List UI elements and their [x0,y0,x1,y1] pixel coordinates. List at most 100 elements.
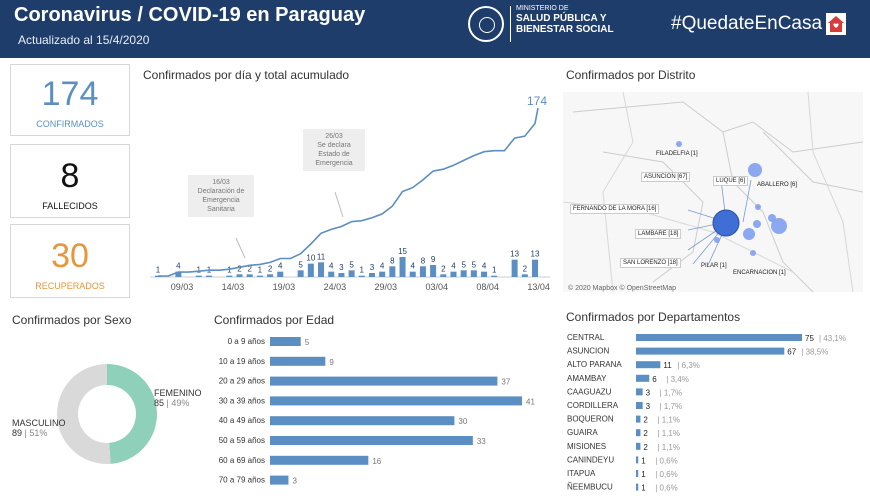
daily-bar [358,275,365,277]
daily-bar-label: 2 [237,264,242,273]
sex-chart-title: Confirmados por Sexo [12,313,132,327]
dept-bar-value: 2 [643,416,648,425]
daily-bar [440,274,447,277]
dept-bar [636,347,785,355]
ministry-line-2: SALUD PÚBLICA Y [516,13,607,24]
age-bar [270,376,498,386]
daily-x-tick-label: 09/03 [171,282,194,292]
daily-bar [318,262,325,277]
dept-chart-title: Confirmados por Departamentos [566,310,741,324]
sex-male-legend: MASCULINO 89 | 51% [12,418,66,438]
dept-bar-percent: | 1,7% [660,388,683,397]
age-category-label: 60 a 69 años [219,456,265,465]
age-category-label: 50 a 59 años [219,436,265,445]
header-divider [510,6,511,42]
annotation-estado-emergencia: 26/03 Se declara Estado de Emergencia [303,129,365,171]
daily-bar-label: 8 [421,256,426,265]
dept-category-label: ITAPUA [567,469,596,478]
daily-bar-label: 4 [380,262,385,271]
daily-bar-label: 3 [339,263,344,272]
age-bar [270,396,522,406]
sex-female-label: FEMENINO [154,388,202,398]
age-bar-chart[interactable]: 0 a 9 años 5 10 a 19 años 9 20 a 29 años 37 30… [205,332,550,492]
district-map-title: Confirmados por Distrito [566,68,696,82]
page-title: Coronavirus / COVID-19 en Paraguay [14,4,366,26]
daily-bar [481,271,488,277]
daily-bar [256,275,263,277]
age-category-label: 70 a 79 años [219,476,265,485]
map-base [563,92,863,292]
dept-bar [636,388,643,396]
map-label-asuncion: ASUNCION [67] [641,172,691,182]
daily-bar-label: 2 [441,264,446,273]
daily-bar-label: 4 [329,262,334,271]
dept-bar-percent: | 6,3% [677,361,700,370]
daily-bar [226,275,233,277]
map-label-filadelfia: FILADELFIA [1] [656,151,698,157]
daily-bar-label: 2 [247,264,252,273]
daily-bar [419,266,426,277]
map-label-encarnacion: ENCARNACION [1] [733,270,786,276]
daily-bar [328,271,335,277]
daily-bar-label: 1 [258,266,263,275]
dept-bar [636,374,650,382]
dept-bar-value: 75 [805,334,814,343]
kpi-confirmed-card[interactable]: 174 CONFIRMADOS [10,64,130,136]
daily-bar-label: 8 [390,256,395,265]
daily-bar-label: 4 [411,262,416,271]
sex-donut-chart[interactable] [55,362,159,466]
daily-bar-label: 13 [510,250,519,259]
cumulative-total-label: 174 [527,94,547,108]
daily-bar [379,271,386,277]
dept-bar [636,483,639,491]
daily-bar [246,274,253,277]
dept-bar-value: 3 [646,402,651,411]
daily-bar [348,270,355,277]
daily-bar-label: 3 [370,263,375,272]
kpi-recovered-card[interactable]: 30 RECUPERADOS [10,224,130,298]
ministry-line-3: BIENESTAR SOCIAL [516,24,614,35]
ministry-name: MINISTERIO DE SALUD PÚBLICA Y BIENESTAR … [516,4,614,35]
dept-bar-percent: | 0,6% [655,456,678,465]
daily-bar-label: 1 [492,266,497,275]
map-label-lambare: LAMBARE [18] [635,229,682,239]
dept-bar [636,429,641,437]
dept-bar-percent: | 0,6% [655,484,678,493]
dept-bar-value: 11 [663,361,672,370]
sex-male-label: MASCULINO [12,418,66,428]
dept-bar-percent: | 1,1% [657,429,680,438]
department-bar-chart[interactable]: CENTRAL 75 | 43,1% ASUNCION 67 | 38,5% ALTO PA… [565,330,865,496]
age-bar-value: 41 [526,397,535,406]
age-bar [270,416,455,426]
daily-bar-label: 1 [156,266,161,275]
dept-category-label: BOQUERON [567,415,614,424]
age-bar-value: 33 [477,437,486,446]
age-bar-value: 30 [458,417,467,426]
dept-bar [636,361,661,369]
dept-bar [636,334,802,341]
dept-bar-percent: | 1,1% [657,416,680,425]
age-category-label: 40 a 49 años [219,416,265,425]
map-label-fernando-de-la-mora: FERNANDO DE LA MORA [16] [570,204,660,214]
kpi-deaths-value: 8 [60,157,80,195]
district-map[interactable]: FILADELFIA [1] ASUNCION [67] LUQUE [6] A… [563,92,863,292]
age-bar-value: 16 [372,457,381,466]
age-bar-value: 5 [305,338,310,347]
annotation-1-line-2: Emergencia [202,197,240,204]
kpi-recovered-value: 30 [51,237,89,275]
age-bar [270,356,326,366]
daily-bar [491,275,498,277]
daily-bar-label: 2 [268,264,273,273]
annotation-1-leader [235,237,246,259]
daily-bar [399,257,406,277]
age-bar [270,475,289,485]
map-label-caballero: ABALLERO [6] [757,182,798,188]
dept-bar-percent: | 38,5% [801,348,828,357]
kpi-deaths-card[interactable]: 8 FALLECIDOS [10,144,130,218]
dept-bar-value: 1 [641,456,646,465]
annotation-2-line-3: Emergencia [315,160,353,167]
cumulative-line [158,107,539,277]
age-bar-value: 37 [501,378,510,387]
kpi-deaths-label: FALLECIDOS [42,201,98,211]
